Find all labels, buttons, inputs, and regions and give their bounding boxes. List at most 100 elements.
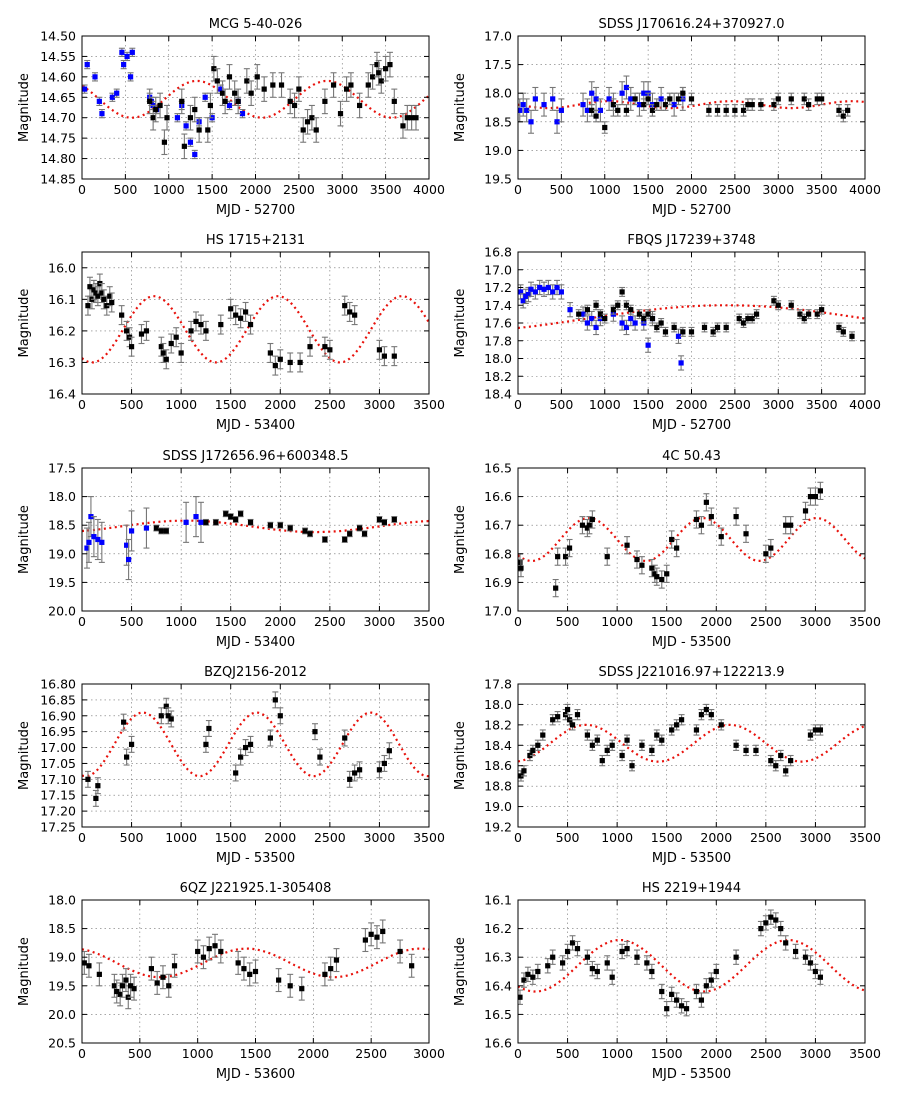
data-point (91, 534, 97, 540)
data-point (775, 96, 781, 102)
data-point (718, 722, 724, 728)
y-tick-label: 19.0 (48, 950, 76, 965)
data-point (304, 119, 311, 125)
x-tick-label: 0 (78, 830, 86, 845)
y-tick-label: 16.9 (484, 575, 512, 590)
data-point (654, 732, 660, 738)
plot-frame (517, 251, 866, 395)
data-point (743, 747, 749, 753)
y-tick-label: 16.5 (484, 461, 512, 476)
data-point (244, 78, 250, 84)
data-point (82, 86, 88, 92)
data-point (520, 102, 526, 108)
y-tick-label: 17.20 (40, 804, 76, 819)
data-point (413, 115, 419, 121)
data-point (749, 102, 755, 108)
data-point (649, 315, 656, 322)
series-black (575, 286, 855, 342)
data-point (714, 107, 721, 113)
data-point (328, 966, 334, 972)
data-point (667, 96, 673, 102)
data-point (532, 289, 538, 295)
data-point (593, 324, 599, 331)
data-point (206, 946, 212, 952)
data-point (589, 107, 595, 113)
series-black (518, 703, 824, 782)
y-tick-label: 18.6 (484, 758, 512, 773)
data-point (584, 307, 590, 313)
data-point (302, 528, 308, 534)
x-tick-label: 500 (120, 830, 144, 845)
data-point (183, 519, 189, 525)
x-tick-label: 1500 (632, 182, 664, 197)
data-point (261, 86, 267, 92)
data-point (634, 556, 640, 563)
data-point (597, 107, 604, 113)
data-point (232, 90, 238, 96)
data-point (680, 90, 686, 96)
data-point (732, 107, 738, 113)
data-point (771, 102, 777, 108)
data-point (95, 536, 101, 543)
data-point (347, 309, 353, 315)
data-point (840, 113, 846, 119)
data-point (806, 102, 812, 108)
data-point (814, 96, 820, 102)
data-point (206, 725, 212, 732)
y-tick-label: 16.95 (40, 724, 76, 739)
data-point (193, 514, 199, 520)
data-point (706, 107, 712, 113)
x-axis-label: MJD - 52700 (216, 203, 295, 218)
data-point (723, 107, 729, 113)
x-tick-label: 500 (549, 182, 573, 197)
data-point (649, 565, 655, 571)
x-tick-label: 0 (78, 1046, 86, 1061)
y-tick-label: 19.2 (484, 820, 512, 835)
data-point (111, 983, 117, 989)
model-curve (82, 711, 429, 778)
data-point (659, 988, 665, 995)
x-tick-label: 1500 (215, 830, 247, 845)
data-point (238, 315, 244, 321)
data-point (164, 115, 170, 121)
data-point (550, 96, 556, 102)
y-tick-label: 17.5 (484, 57, 512, 72)
data-point (297, 359, 303, 366)
y-tick-label: 19.5 (48, 575, 76, 590)
x-tick-label: 3500 (806, 397, 838, 412)
data-point (783, 940, 789, 946)
data-point (147, 98, 153, 104)
y-tick-label: 16.0 (48, 260, 76, 275)
x-tick-label: 3500 (413, 830, 445, 845)
data-point (178, 350, 184, 356)
x-tick-label: 4000 (849, 397, 881, 412)
grid (81, 252, 430, 395)
data-point (183, 123, 189, 129)
data-point (555, 554, 561, 560)
y-tick-label: 16.85 (40, 692, 76, 707)
data-point (710, 329, 716, 335)
y-tick-label: 17.0 (484, 29, 512, 44)
data-point (107, 293, 113, 299)
data-point (564, 948, 571, 955)
data-point (606, 96, 612, 102)
data-point (703, 983, 709, 989)
data-point (758, 926, 764, 932)
data-point (817, 727, 823, 733)
data-point (693, 727, 700, 733)
data-point (708, 712, 714, 718)
chart-panel-4: 0 500 1000 1500 2000 2500 3000 3500 4000 16.8 17.0… (453, 233, 881, 433)
data-point (342, 536, 348, 543)
data-point (173, 334, 179, 340)
x-tick-label: 500 (556, 1046, 580, 1061)
data-point (196, 127, 202, 133)
x-axis-label: MJD - 53400 (216, 635, 295, 650)
data-point (654, 574, 660, 580)
y-axis-label: Magnitude (453, 73, 468, 142)
data-point (125, 556, 132, 563)
series-black (518, 909, 824, 1017)
x-tick-label: 3500 (849, 614, 881, 629)
x-tick-label: 1500 (651, 830, 683, 845)
data-point (179, 98, 185, 104)
data-point (370, 74, 376, 80)
